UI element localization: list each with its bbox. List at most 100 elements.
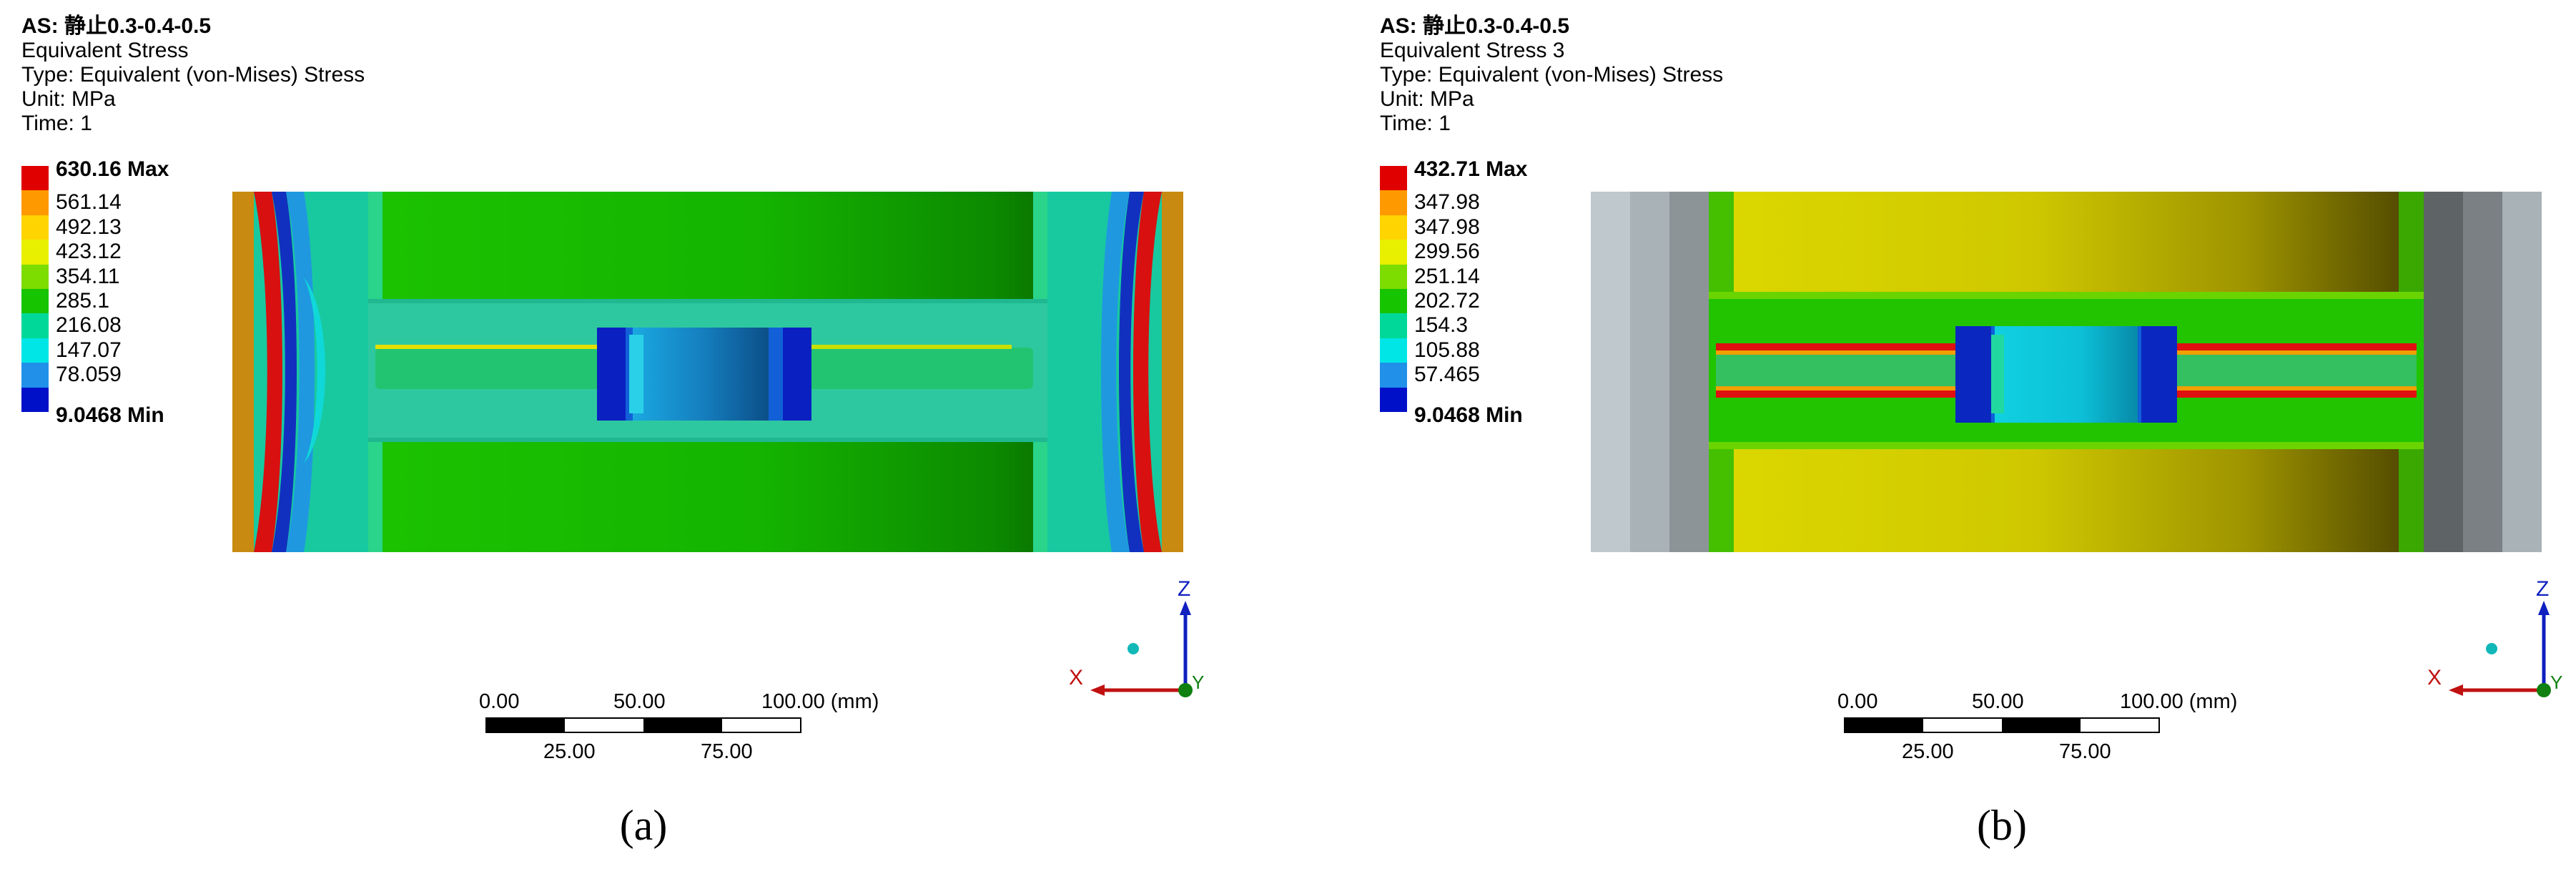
- analysis-title: AS: 静止0.3-0.4-0.5: [1380, 14, 1570, 38]
- scale-label-0: 0.00: [1837, 690, 1877, 713]
- scale-segment-1: [486, 718, 565, 732]
- slot-left-edge: [375, 345, 618, 349]
- iso-ball: [1127, 643, 1139, 654]
- legend-swatch: [1380, 288, 1407, 314]
- legend-swatch: [21, 313, 49, 338]
- x-axis-arrow: [2449, 684, 2463, 696]
- legend-label: 347.98: [1414, 190, 1480, 215]
- legend-label: 299.56: [1414, 240, 1480, 264]
- scale-bar: 0.00 50.00 100.00 (mm) 25.00 75.00: [1816, 687, 2274, 765]
- slot-right-edge: [797, 345, 1012, 349]
- plug-body: [1995, 326, 2138, 423]
- legend-label: 561.14: [56, 190, 122, 215]
- legend-swatch: [21, 264, 49, 289]
- stress-contour-model: [1591, 192, 2542, 552]
- y-axis-label: Y: [2550, 672, 2562, 693]
- z-axis-label: Z: [2536, 577, 2549, 601]
- right-blue-band: [1101, 192, 1130, 552]
- result-time: Time: 1: [21, 112, 92, 135]
- y-axis-origin: [1178, 683, 1193, 697]
- iso-ball: [2486, 643, 2497, 654]
- scale-label-75: 75.00: [2059, 740, 2111, 763]
- right-cap-mid: [2463, 192, 2502, 552]
- plug-right-face: [2141, 326, 2177, 423]
- scale-label-25: 25.00: [1902, 740, 1954, 763]
- legend-label: 105.88: [1414, 338, 1480, 362]
- slot-left: [375, 348, 618, 389]
- legend-swatch: [1380, 338, 1407, 363]
- legend-swatch: [21, 166, 49, 191]
- panel-caption: (a): [619, 802, 668, 849]
- contour-plot: [1591, 192, 2542, 552]
- legend-swatch: [1380, 166, 1407, 191]
- legend-swatch: [1380, 264, 1407, 289]
- plug-left-face: [1955, 326, 1991, 423]
- scale-label-0: 0.00: [479, 690, 519, 713]
- right-edge-band: [1162, 192, 1183, 552]
- legend-label: 57.465: [1414, 363, 1480, 387]
- legend-label: 423.12: [56, 240, 122, 264]
- legend-swatch: [1380, 190, 1407, 215]
- legend-swatch: [1380, 363, 1407, 388]
- z-axis-arrow: [2538, 601, 2550, 615]
- result-unit: Unit: MPa: [1380, 87, 1474, 111]
- left-cap-outer: [1591, 192, 1630, 552]
- legend-swatch: [21, 363, 49, 388]
- panel-b: AS: 静止0.3-0.4-0.5 Equivalent Stress 3 Ty…: [1358, 0, 2576, 884]
- result-header: AS: 静止0.3-0.4-0.5 Equivalent Stress Type…: [21, 14, 365, 136]
- legend-swatch: [1380, 240, 1407, 265]
- left-peak-stress: [254, 192, 282, 552]
- plug-rim: [629, 335, 643, 413]
- legend-label: 347.98: [1414, 215, 1480, 239]
- result-type: Type: Equivalent (von-Mises) Stress: [21, 63, 365, 87]
- result-unit: Unit: MPa: [21, 87, 116, 111]
- legend-swatch: [1380, 313, 1407, 338]
- legend-min-label: 9.0468 Min: [1414, 403, 1523, 427]
- scale-label-50: 50.00: [613, 690, 666, 713]
- legend-swatch: [1380, 387, 1407, 412]
- legend-label: 78.059: [56, 363, 122, 387]
- left-blue-band: [286, 192, 315, 552]
- legend-label: 354.11: [56, 264, 120, 288]
- analysis-title: AS: 静止0.3-0.4-0.5: [21, 14, 212, 38]
- plug-body: [633, 328, 769, 421]
- z-axis-arrow: [1180, 601, 1191, 615]
- scale-bar: 0.00 50.00 100.00 (mm) 25.00 75.00: [458, 687, 915, 765]
- result-header: AS: 静止0.3-0.4-0.5 Equivalent Stress 3 Ty…: [1380, 14, 1723, 136]
- result-time: Time: 1: [1380, 112, 1451, 135]
- legend-label: 154.3: [1414, 313, 1469, 338]
- panel-a: AS: 静止0.3-0.4-0.5 Equivalent Stress Type…: [21, 14, 1204, 849]
- legend-label: 285.1: [56, 288, 110, 313]
- right-low-band: [1119, 192, 1144, 552]
- left-cap-inner: [1669, 192, 1709, 552]
- legend-max-label: 630.16 Max: [56, 157, 169, 181]
- legend-label: 251.14: [1414, 264, 1480, 288]
- legend-label: 147.07: [56, 338, 122, 362]
- y-axis-label: Y: [1192, 672, 1204, 693]
- scale-segment-1: [1845, 718, 1923, 732]
- legend-swatch: [21, 387, 49, 412]
- slot-band-top: [368, 299, 1047, 303]
- z-axis-label: Z: [1178, 577, 1190, 601]
- right-cap-outer: [2502, 192, 2542, 552]
- left-low-band: [272, 192, 297, 552]
- legend-swatch: [21, 215, 49, 240]
- x-axis-label: X: [1069, 666, 1083, 689]
- scale-label-75: 75.00: [701, 740, 753, 763]
- scale-label-25: 25.00: [543, 740, 596, 763]
- legend-swatch: [21, 288, 49, 314]
- right-peak-stress: [1133, 192, 1162, 552]
- legend-swatch: [21, 190, 49, 215]
- result-type: Type: Equivalent (von-Mises) Stress: [1380, 63, 1724, 87]
- y-axis-origin: [2537, 683, 2551, 697]
- legend-label: 492.13: [56, 215, 122, 239]
- left-edge-band: [232, 192, 254, 552]
- right-cap-inner: [2424, 192, 2463, 552]
- scale-label-100: 100.00 (mm): [2120, 690, 2237, 713]
- left-cap-mid: [1630, 192, 1669, 552]
- scale-segment-3: [643, 718, 722, 732]
- panel-caption: (b): [1977, 802, 2027, 849]
- legend-label: 216.08: [56, 313, 122, 338]
- legend-label: 202.72: [1414, 288, 1480, 313]
- legend-min-label: 9.0468 Min: [56, 403, 164, 427]
